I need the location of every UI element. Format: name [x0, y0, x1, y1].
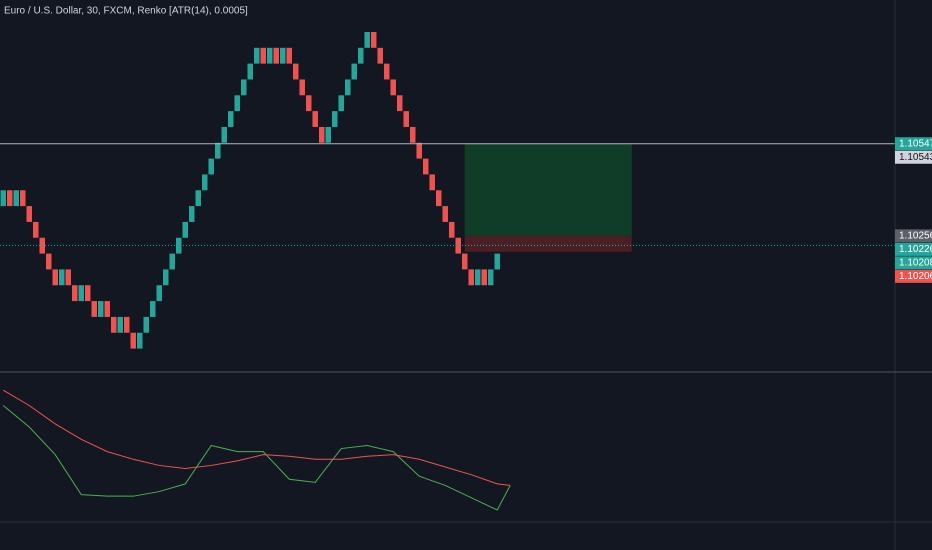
renko-brick — [26, 206, 32, 222]
renko-brick — [65, 269, 71, 286]
renko-brick — [344, 79, 351, 96]
renko-brick — [364, 31, 370, 48]
renko-brick — [227, 111, 234, 127]
renko-brick — [299, 79, 305, 96]
renko-brick — [13, 190, 19, 207]
renko-brick — [221, 126, 227, 143]
price-label: 1.10543 — [899, 152, 932, 163]
renko-brick — [208, 158, 214, 175]
renko-brick — [32, 221, 39, 238]
price-label: 1.10206 — [899, 271, 932, 282]
renko-brick — [448, 221, 455, 238]
renko-brick — [104, 301, 110, 317]
renko-brick — [357, 47, 364, 64]
price-label-bg — [895, 256, 932, 270]
loss-zone — [464, 235, 632, 252]
renko-brick — [169, 253, 175, 270]
renko-brick — [481, 269, 487, 286]
renko-brick — [58, 269, 65, 286]
price-label: 1.10208 — [899, 258, 932, 269]
renko-brick — [266, 47, 273, 64]
renko-brick — [123, 316, 130, 333]
renko-brick — [390, 79, 396, 96]
renko-brick — [435, 190, 442, 207]
chart-title: Euro / U.S. Dollar, 30, FXCM, Renko [ATR… — [4, 6, 248, 17]
renko-brick — [45, 253, 52, 270]
renko-brick — [474, 269, 481, 286]
renko-brick — [52, 269, 58, 286]
renko-brick — [461, 253, 468, 270]
renko-brick — [71, 285, 78, 302]
renko-brick — [331, 111, 338, 127]
renko-brick — [78, 285, 84, 302]
renko-brick — [273, 47, 279, 64]
renko-brick — [396, 95, 403, 112]
renko-brick — [110, 316, 117, 333]
renko-brick — [383, 63, 390, 80]
renko-brick — [136, 332, 143, 349]
renko-brick — [143, 316, 149, 333]
renko-brick — [286, 47, 292, 64]
price-label-bg — [895, 229, 932, 243]
renko-brick — [175, 237, 182, 254]
renko-brick — [84, 285, 91, 302]
renko-brick — [253, 47, 260, 64]
price-label: 1.10226 — [899, 244, 932, 255]
indicator-line — [2, 405, 511, 511]
renko-brick — [422, 158, 429, 175]
renko-brick — [442, 206, 448, 222]
renko-brick — [305, 95, 312, 112]
renko-brick — [182, 221, 188, 238]
renko-brick — [6, 190, 13, 207]
price-label-bg — [895, 242, 932, 256]
renko-brick — [214, 142, 221, 159]
renko-brick — [312, 111, 318, 127]
renko-brick — [201, 174, 208, 191]
renko-brick — [318, 126, 325, 143]
renko-brick — [91, 301, 97, 317]
renko-brick — [292, 63, 299, 80]
renko-brick — [487, 269, 494, 286]
renko-brick — [156, 285, 162, 302]
renko-brick — [494, 253, 500, 270]
price-label: 1.10256 — [899, 231, 932, 242]
renko-brick — [130, 332, 136, 349]
renko-brick — [234, 95, 240, 112]
price-label-bg — [895, 269, 932, 283]
price-label: 1.10547 — [899, 138, 932, 149]
renko-brick — [247, 63, 253, 80]
price-label-bg — [895, 150, 932, 164]
renko-brick — [468, 269, 474, 286]
renko-brick — [0, 190, 6, 207]
indicator-line — [2, 389, 511, 486]
renko-brick — [429, 174, 435, 191]
renko-brick — [117, 316, 123, 333]
marks — [0, 31, 895, 511]
labels: 1.10547 1.10543 1.10256 1.10226 1.10208 1.102… — [895, 137, 932, 283]
renko-brick — [403, 111, 409, 127]
renko-brick — [279, 47, 286, 64]
renko-brick — [149, 301, 156, 317]
renko-brick — [19, 190, 26, 207]
renko-brick — [409, 126, 416, 143]
renko-brick — [455, 237, 461, 254]
renko-brick — [188, 206, 195, 222]
renko-brick — [416, 142, 422, 159]
renko-brick — [260, 47, 266, 64]
renko-brick — [377, 47, 383, 64]
renko-brick — [97, 301, 104, 317]
renko-brick — [338, 95, 344, 112]
renko-brick — [240, 79, 247, 96]
profit-zone — [464, 143, 632, 236]
renko-brick — [195, 190, 201, 207]
renko-brick — [351, 63, 357, 80]
price-label-bg — [895, 137, 932, 151]
renko-brick — [325, 126, 331, 143]
renko-brick — [370, 31, 377, 48]
renko-brick — [162, 269, 169, 286]
